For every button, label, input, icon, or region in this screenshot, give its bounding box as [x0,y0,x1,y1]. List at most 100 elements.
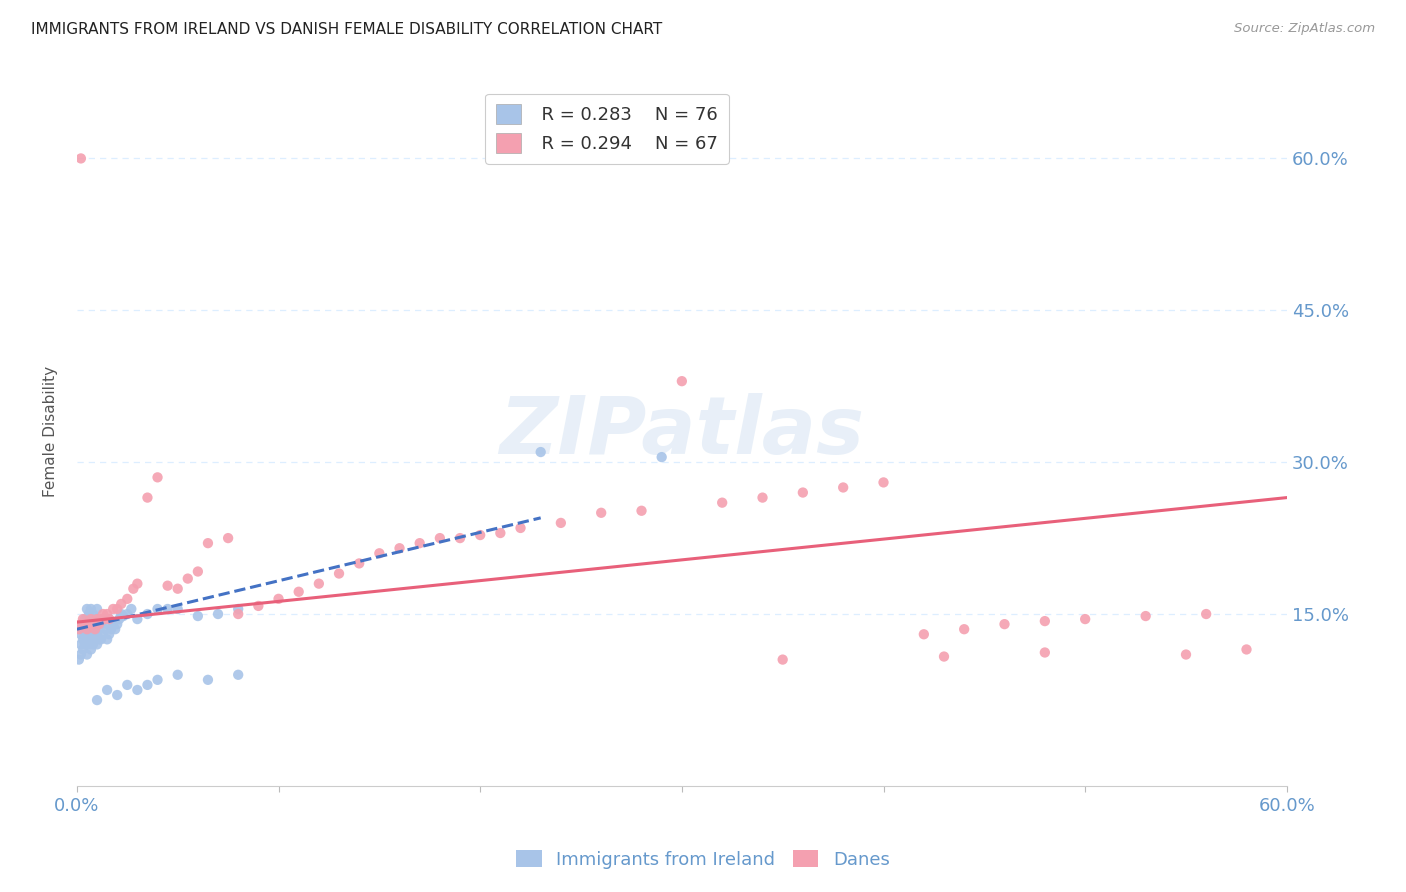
Point [751,491,773,505]
Legend:   R = 0.283    N = 76,   R = 0.294    N = 67: R = 0.283 N = 76, R = 0.294 N = 67 [485,94,730,164]
Point [166,667,188,681]
Point [98,612,121,626]
Point [67,652,90,666]
Point [792,485,814,500]
Point [80,622,103,636]
Point [73,617,96,632]
Text: ZIPatlas: ZIPatlas [499,392,865,471]
Point [1033,614,1056,628]
Point [76,622,98,636]
Y-axis label: Female Disability: Female Disability [44,367,58,498]
Point [82,627,104,641]
Point [122,582,145,596]
Point [591,506,613,520]
Point [197,673,219,687]
Point [86,637,108,651]
Point [86,617,108,632]
Point [96,607,118,621]
Point [1074,612,1097,626]
Point [96,632,118,647]
Point [84,632,107,647]
Point [96,617,118,632]
Point [267,591,290,606]
Point [94,612,117,626]
Point [82,617,104,632]
Point [117,607,139,621]
Point [77,617,100,632]
Point [72,617,94,632]
Point [105,688,128,702]
Point [772,652,794,666]
Point [953,622,976,636]
Point [1195,607,1218,621]
Point [368,546,391,560]
Point [76,612,98,626]
Point [73,612,96,626]
Point [449,531,471,545]
Point [82,607,104,621]
Point [87,617,110,632]
Point [156,579,179,593]
Point [96,683,118,698]
Point [70,627,93,641]
Point [832,480,855,494]
Point [932,649,955,664]
Point [489,526,512,541]
Point [226,602,249,616]
Point [470,528,492,542]
Point [91,627,114,641]
Point [72,632,94,647]
Point [72,622,94,636]
Point [1135,609,1157,624]
Text: Source: ZipAtlas.com: Source: ZipAtlas.com [1234,22,1375,36]
Text: IMMIGRANTS FROM IRELAND VS DANISH FEMALE DISABILITY CORRELATION CHART: IMMIGRANTS FROM IRELAND VS DANISH FEMALE… [31,22,662,37]
Point [73,637,96,651]
Point [77,617,100,632]
Point [101,617,124,632]
Point [136,607,159,621]
Point [76,648,98,662]
Point [90,612,112,626]
Point [120,602,142,616]
Point [87,617,110,632]
Point [630,504,652,518]
Point [177,572,200,586]
Legend: Immigrants from Ireland, Danes: Immigrants from Ireland, Danes [509,843,897,876]
Point [82,637,104,651]
Point [94,622,117,636]
Point [226,607,249,621]
Point [1175,648,1198,662]
Point [90,632,112,647]
Point [146,673,169,687]
Point [80,602,103,616]
Point [287,584,309,599]
Point [70,152,93,166]
Point [80,612,103,626]
Point [651,450,673,464]
Point [217,531,239,545]
Point [127,612,149,626]
Point [70,617,93,632]
Point [86,627,108,641]
Point [711,496,734,510]
Point [429,531,451,545]
Point [76,602,98,616]
Point [77,607,100,621]
Point [70,637,93,651]
Point [146,602,169,616]
Point [77,627,100,641]
Point [912,627,935,641]
Point [156,602,179,616]
Point [671,374,693,388]
Point [166,602,188,616]
Point [80,612,103,626]
Point [166,582,188,596]
Point [207,607,229,621]
Point [70,648,93,662]
Point [550,516,572,530]
Point [110,607,132,621]
Point [105,602,128,616]
Point [136,491,159,505]
Point [197,536,219,550]
Point [80,642,103,657]
